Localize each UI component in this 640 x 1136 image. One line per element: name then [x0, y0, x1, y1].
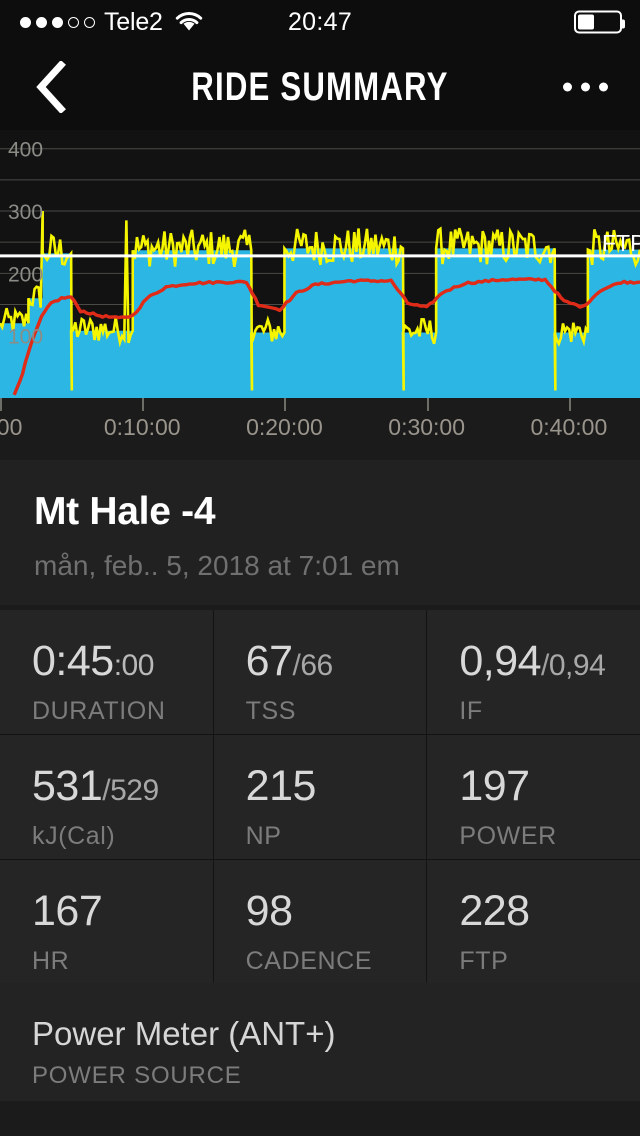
- stat-value-main: 197: [459, 762, 530, 810]
- ride-chart-svg: FTP 400 300 200 100: [0, 139, 640, 398]
- chart-y-tick-label: 200: [8, 263, 43, 286]
- navigation-bar: RIDE SUMMARY: [0, 44, 640, 130]
- power-source-row[interactable]: Power Meter (ANT+) POWER SOURCE: [0, 983, 640, 1101]
- stat-label: NP: [245, 822, 282, 850]
- chart-x-axis: 0:00 0:10:00 0:20:00 0:30:00 0:40:00: [0, 398, 640, 460]
- ride-title: Mt Hale -4: [34, 490, 216, 533]
- stat-value-main: 67: [245, 637, 293, 685]
- stat-label: kJ(Cal): [32, 822, 116, 850]
- stat-label: IF: [459, 697, 483, 725]
- chart-y-tick-label: 100: [8, 326, 43, 349]
- chart-x-tick-label: 0:40:00: [530, 414, 608, 440]
- power-area: [0, 248, 640, 398]
- chart-x-tick: [142, 398, 145, 411]
- clock-label: 20:47: [287, 7, 353, 36]
- signal-dot: [68, 16, 79, 28]
- ellipsis-icon: [563, 82, 572, 92]
- wifi-icon: [175, 12, 202, 31]
- stat-value-main: 0,94: [459, 637, 542, 685]
- stat-value-main: 167: [32, 887, 103, 935]
- power-source-label: POWER SOURCE: [32, 1062, 242, 1089]
- stat-label: CADENCE: [245, 947, 373, 975]
- stat-cell-np[interactable]: 215 NP: [213, 735, 427, 859]
- stat-cell-if[interactable]: 0,94/0,94 IF: [427, 610, 640, 734]
- signal-dot: [52, 16, 63, 28]
- chart-x-tick-label: 0:20:00: [246, 414, 323, 440]
- stat-value: 531/529: [32, 765, 213, 808]
- power-instant-line: [0, 210, 640, 391]
- stat-value-compare: 529: [110, 774, 159, 807]
- stat-value-separator: /: [292, 649, 301, 682]
- stat-value: 0:45:00: [32, 640, 213, 683]
- ride-chart[interactable]: FTP 400 300 200 100: [0, 130, 640, 398]
- chevron-left-icon: [36, 61, 66, 113]
- stat-label: POWER: [459, 822, 557, 850]
- chart-y-tick-label: 400: [8, 139, 43, 162]
- stat-value-main: 228: [459, 887, 530, 935]
- chart-x-tick-label: 0:10:00: [103, 414, 181, 440]
- signal-dot: [36, 16, 47, 28]
- stat-value-compare: 66: [300, 649, 333, 682]
- stat-value-separator: /: [102, 774, 111, 807]
- chart-x-tick: [284, 398, 287, 411]
- stat-cell-tss[interactable]: 67/66 TSS: [213, 610, 427, 734]
- ride-header: Mt Hale -4 mån, feb.. 5, 2018 at 7:01 em: [0, 460, 640, 605]
- stat-value: 98: [246, 890, 427, 933]
- battery-icon: [574, 10, 625, 34]
- stat-value: 67/66: [246, 640, 427, 683]
- chart-x-tick-label: 0:00: [0, 414, 23, 440]
- chart-x-tick: [568, 398, 571, 411]
- stat-cell-kj[interactable]: 531/529 kJ(Cal): [0, 735, 213, 859]
- stat-cell-ftp[interactable]: 228 FTP: [427, 860, 640, 984]
- power-source-value: Power Meter (ANT+): [32, 1015, 336, 1052]
- footer-spacer: [0, 1101, 640, 1136]
- stat-value-main: 98: [245, 887, 293, 935]
- chart-x-tick: [426, 398, 429, 411]
- signal-dot: [84, 16, 95, 28]
- stat-cell-hr[interactable]: 167 HR: [0, 860, 213, 984]
- chart-y-tick-label: 300: [8, 201, 43, 224]
- more-options-button[interactable]: [553, 73, 618, 102]
- status-bar-right: [574, 10, 625, 34]
- stat-value: 167: [32, 890, 213, 933]
- ftp-threshold-label: FTP: [602, 230, 640, 256]
- stat-label: TSS: [245, 697, 297, 725]
- chart-x-tick: [0, 398, 2, 411]
- page-title: RIDE SUMMARY: [191, 64, 449, 109]
- ellipsis-icon: [599, 82, 608, 92]
- chart-x-tick-label: 0:30:00: [388, 414, 466, 440]
- stat-label: HR: [32, 947, 70, 975]
- stat-value-suffix: :00: [113, 649, 155, 682]
- stat-value-compare: 0,94: [548, 649, 606, 682]
- stats-grid: 0:45:00 DURATION 67/66 TSS 0,94/0,94 IF 531/52…: [0, 610, 640, 984]
- stat-value: 228: [459, 890, 640, 933]
- carrier-label: Tele2: [104, 7, 163, 36]
- heart-rate-line: [12, 276, 640, 396]
- stat-value-main: 0:45: [32, 637, 114, 685]
- stat-value: 0,94/0,94: [459, 640, 640, 683]
- stat-label: DURATION: [32, 697, 166, 725]
- stat-value: 215: [246, 765, 427, 808]
- status-bar: Tele2 20:47: [0, 0, 640, 44]
- stat-value: 197: [459, 765, 640, 808]
- back-button[interactable]: [22, 59, 78, 115]
- stat-value-separator: /: [541, 649, 549, 682]
- stat-label: FTP: [459, 947, 509, 975]
- signal-strength-icon: [20, 16, 95, 28]
- ride-date: mån, feb.. 5, 2018 at 7:01 em: [34, 550, 400, 581]
- ellipsis-icon: [581, 82, 590, 92]
- stat-value-main: 215: [245, 762, 317, 810]
- stat-cell-cadence[interactable]: 98 CADENCE: [213, 860, 427, 984]
- status-bar-left: Tele2: [20, 7, 204, 36]
- stat-value-main: 531: [32, 762, 103, 810]
- stat-cell-duration[interactable]: 0:45:00 DURATION: [0, 610, 213, 734]
- signal-dot: [20, 16, 31, 28]
- stat-cell-power[interactable]: 197 POWER: [427, 735, 640, 859]
